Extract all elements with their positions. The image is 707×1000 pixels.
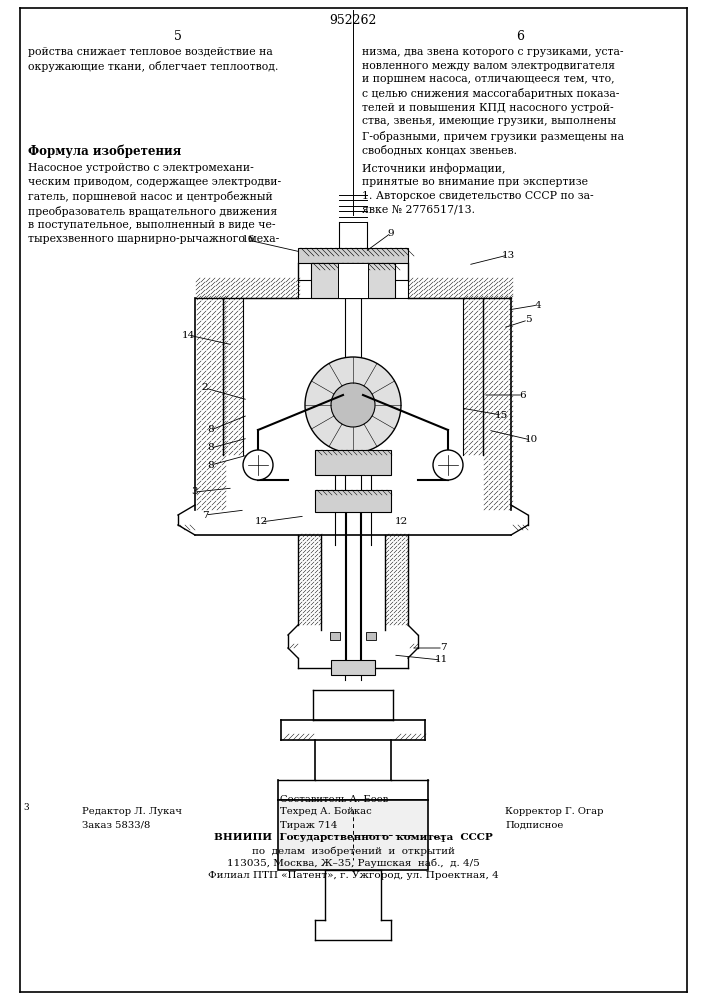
Text: 9: 9 <box>387 229 395 237</box>
Text: Филиал ПТП «Патент», г. Ужгород, ул. Проектная, 4: Филиал ПТП «Патент», г. Ужгород, ул. Про… <box>208 870 498 880</box>
Text: 1: 1 <box>440 836 446 844</box>
Text: Заказ 5833/8: Заказ 5833/8 <box>82 820 151 830</box>
Circle shape <box>433 450 463 480</box>
Text: 3: 3 <box>192 488 198 496</box>
Circle shape <box>331 383 375 427</box>
Text: Корректор Г. Огар: Корректор Г. Огар <box>505 808 604 816</box>
Text: 8: 8 <box>208 444 214 452</box>
Text: 11: 11 <box>434 656 448 664</box>
Text: Составитель А. Боев: Составитель А. Боев <box>280 796 388 804</box>
Text: 5: 5 <box>525 316 532 324</box>
Text: Подписное: Подписное <box>505 820 563 830</box>
Text: низма, два звена которого с грузиками, уста-
новленного между валом электродвига: низма, два звена которого с грузиками, у… <box>362 47 624 156</box>
Bar <box>330 632 340 640</box>
Bar <box>315 450 391 475</box>
Bar <box>278 800 428 870</box>
Text: 8: 8 <box>208 426 214 434</box>
Bar <box>366 632 376 640</box>
Bar <box>311 263 395 298</box>
Text: 6: 6 <box>516 29 524 42</box>
Text: Источники информации,: Источники информации, <box>362 163 506 174</box>
Text: 15: 15 <box>494 410 508 420</box>
Text: по  делам  изобретений  и  открытий: по делам изобретений и открытий <box>252 846 455 856</box>
Text: 113035, Москва, Ж–35, Раушская  наб.,  д. 4/5: 113035, Москва, Ж–35, Раушская наб., д. … <box>227 858 479 868</box>
Text: Формула изобретения: Формула изобретения <box>28 145 181 158</box>
Text: 13: 13 <box>501 250 515 259</box>
Text: 4: 4 <box>534 300 542 310</box>
Circle shape <box>243 450 273 480</box>
Text: Насосное устройство с электромехани-
ческим приводом, содержащее электродви-
гат: Насосное устройство с электромехани- чес… <box>28 163 281 244</box>
Text: 1. Авторское свидетельство СССР по за-: 1. Авторское свидетельство СССР по за- <box>362 191 594 201</box>
Text: 7: 7 <box>440 644 446 652</box>
Text: 16: 16 <box>241 235 255 244</box>
Text: ройства снижает тепловое воздействие на
окружающие ткани, облегчает теплоотвод.: ройства снижает тепловое воздействие на … <box>28 47 279 72</box>
Text: 7: 7 <box>201 510 209 520</box>
Text: 10: 10 <box>525 436 537 444</box>
Text: Редактор Л. Лукач: Редактор Л. Лукач <box>82 808 182 816</box>
Text: 8: 8 <box>208 460 214 470</box>
Text: 14: 14 <box>182 330 194 340</box>
Text: принятые во внимание при экспертизе: принятые во внимание при экспертизе <box>362 177 588 187</box>
Bar <box>331 660 375 675</box>
Text: явке № 2776517/13.: явке № 2776517/13. <box>362 204 475 214</box>
Bar <box>298 248 408 263</box>
Bar <box>315 490 391 512</box>
Circle shape <box>305 357 401 453</box>
Text: 2: 2 <box>201 383 209 392</box>
Text: 12: 12 <box>255 518 268 526</box>
Text: 952262: 952262 <box>329 13 377 26</box>
Text: Тираж 714: Тираж 714 <box>280 820 337 830</box>
Text: ВНИИПИ  Государственного  комитета  СССР: ВНИИПИ Государственного комитета СССР <box>214 834 492 842</box>
Bar <box>338 263 368 298</box>
Text: 5: 5 <box>174 29 182 42</box>
Text: 12: 12 <box>395 518 408 526</box>
Text: Техред А. Бойкас: Техред А. Бойкас <box>280 808 372 816</box>
Text: 3: 3 <box>23 804 28 812</box>
Text: 6: 6 <box>520 390 526 399</box>
